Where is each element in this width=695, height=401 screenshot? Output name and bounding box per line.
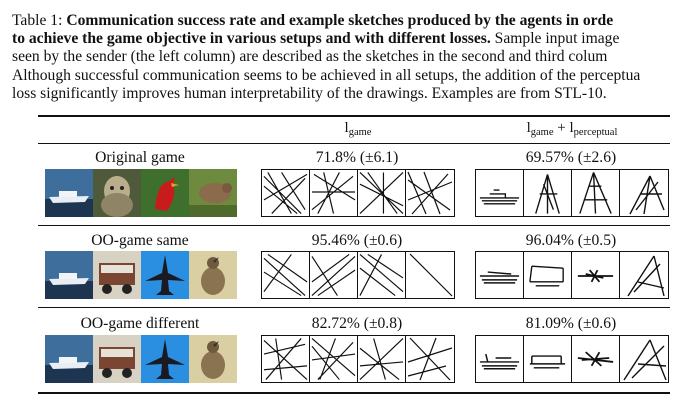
sketch [311,170,358,216]
caption-line-4: Although successful communication seems … [12,66,641,84]
sketch [407,337,453,381]
sketch [535,170,572,216]
sketch [263,252,310,298]
score-perceptual: 96.04% (±0.5) [525,232,617,249]
ship-image [45,335,93,383]
bird-image [189,335,237,383]
cardinal-bird-image [141,169,189,217]
row-title: OO-game same [91,232,189,249]
caption-bold-lead: Communication success rate and example s… [66,12,614,29]
sketch [359,252,406,298]
score-game: 95.46% (±0.6) [311,232,403,249]
sketches-perceptual-row-3 [475,335,669,383]
score-perceptual: 69.57% (±2.6) [525,149,617,166]
sketch [529,252,572,298]
sketch [579,170,620,216]
ship-image [45,251,93,299]
jet-airplane-image [141,335,189,383]
column-header-game-perceptual: lgame + lperceptual [526,120,618,138]
sketch [311,252,358,298]
sketch [623,339,667,381]
sketch [409,253,453,297]
sketch [529,336,572,382]
row-title: Original game [95,149,185,166]
sketches-game-row-2 [261,251,455,299]
sketch [359,336,406,382]
table-bottom-rule [38,392,670,394]
input-images-row-3 [45,335,237,383]
sketches-game-row-3 [261,335,455,383]
table-caption: Table 1: Communication success rate and … [12,12,695,103]
bird-on-grass-image [189,169,237,217]
caption-line-3: seen by the sender (the left column) are… [12,48,608,66]
sketch [311,336,358,382]
sketch [407,171,453,215]
score-game: 82.72% (±0.8) [311,315,403,332]
sketch [479,336,524,382]
header-rule [38,143,670,144]
input-images-row-1 [45,169,237,217]
caption-bold-cont: to achieve the game objective in various… [12,30,491,48]
caption-line-5: loss significantly improves human interp… [12,84,607,102]
sketch [479,170,524,216]
sketch [263,170,310,216]
caption-label: Table 1: [12,12,63,29]
row-divider [38,225,670,226]
sketches-game-row-1 [261,169,455,217]
sketch [479,252,524,298]
sketch [263,336,310,382]
sketch [627,255,665,297]
input-images-row-2 [45,251,237,299]
sketch [359,170,406,216]
monkey-image [93,169,141,217]
sketch [629,175,665,215]
jet-airplane-image [141,251,189,299]
score-perceptual: 81.09% (±0.6) [525,315,617,332]
sketch [577,336,620,382]
score-game: 71.8% (±6.1) [315,149,399,166]
row-divider [38,307,670,308]
sketches-perceptual-row-1 [475,169,669,217]
truck-image [93,335,141,383]
truck-image [93,251,141,299]
row-title: OO-game different [80,315,200,332]
caption-line-2: to achieve the game objective in various… [12,30,695,48]
caption-line-2-rest: Sample input image [494,30,620,48]
table-top-rule [38,115,670,117]
caption-line-1: Table 1: Communication success rate and … [12,12,695,30]
bird-image [189,251,237,299]
sketches-perceptual-row-2 [475,251,669,299]
ship-image [45,169,93,217]
column-header-game: lgame [344,120,372,138]
sketch [577,252,620,298]
